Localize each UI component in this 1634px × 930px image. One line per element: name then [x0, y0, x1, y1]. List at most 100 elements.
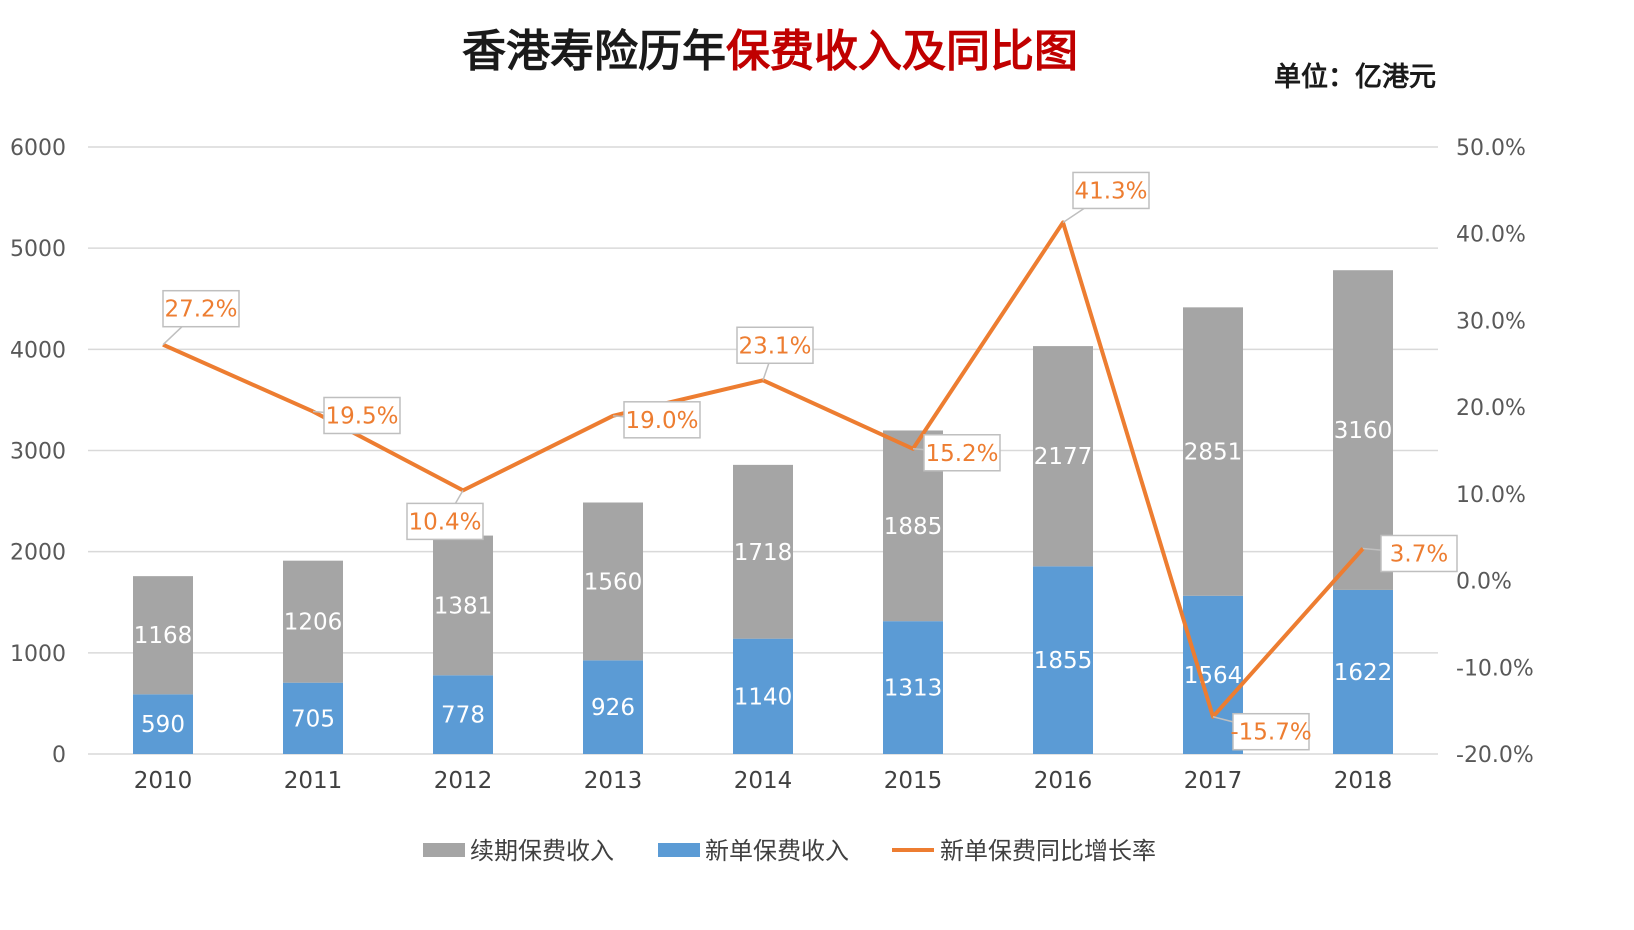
rate-label-box [1072, 171, 1150, 210]
legend: 续期保费收入 新单保费收入 新单保费同比增长率 [423, 837, 1156, 865]
rate-labels: 27.2% 19.5% 10.4% 19.0% 23.1% 15.2% 41.3% -15.7… [162, 171, 1458, 751]
rate-label-2014: 23.1% [736, 326, 814, 381]
bar-renewal-2013 [583, 502, 643, 661]
bar-new-label-2015: 1313 [884, 676, 943, 702]
rate-label-leader [312, 410, 325, 414]
rate-label-box [623, 401, 701, 439]
rate-label-text: 23.1% [738, 333, 811, 359]
rate-label-leader [762, 363, 770, 381]
rate-label-2017: -15.7% [1212, 712, 1312, 751]
bar-renewal-label-2015: 1885 [884, 514, 943, 540]
rate-label-2015: 15.2% [912, 434, 1001, 472]
y-right-tick-label: 10.0% [1456, 483, 1526, 508]
bar-new-label-2012: 778 [441, 703, 485, 729]
legend-swatch-new [658, 843, 700, 857]
bar-renewal-2014 [733, 464, 793, 639]
bar-new-2011 [283, 682, 343, 754]
y-right-tick-label: 30.0% [1456, 309, 1526, 334]
bar-new-2015 [883, 621, 943, 754]
rate-label-text: 27.2% [164, 297, 237, 323]
y-right-tick-label: 0.0% [1456, 570, 1512, 595]
x-axis: 2010 2011 2012 2013 2014 2015 2016 2017 2018 [134, 768, 1393, 794]
y-right-tick-label: 50.0% [1456, 136, 1526, 161]
bar-renewal-label-2016: 2177 [1034, 444, 1093, 470]
x-tick-label-2017: 2017 [1184, 768, 1243, 794]
y-left-tick-label: 6000 [10, 136, 66, 161]
y-right-tick-label: -20.0% [1456, 743, 1534, 768]
bar-new-label-2010: 590 [141, 712, 185, 738]
rate-label-leader [912, 448, 925, 451]
bar-renewal-label-2012: 1381 [434, 593, 493, 619]
y-left-tick-label: 1000 [10, 642, 66, 667]
rate-label-2011: 19.5% [312, 396, 401, 435]
bar-new-label-2013: 926 [591, 695, 635, 721]
bar-renewal-2010 [133, 576, 193, 695]
bar-new-2014 [733, 638, 793, 754]
y-right-tick-label: -10.0% [1456, 656, 1534, 681]
rate-label-text: 19.0% [625, 408, 698, 434]
chart-title: 香港寿险历年保费收入及同比图 [462, 26, 1078, 77]
rate-label-2016: 41.3% [1062, 171, 1150, 224]
legend-label-rate: 新单保费同比增长率 [940, 837, 1156, 865]
bar-new-label-2014: 1140 [734, 684, 793, 710]
chart-title-part1: 香港寿险历年 [462, 26, 726, 77]
x-tick-label-2012: 2012 [434, 768, 493, 794]
x-tick-label-2016: 2016 [1034, 768, 1093, 794]
rate-label-2010: 27.2% [162, 289, 240, 346]
rate-label-text: -15.7% [1230, 720, 1311, 746]
y-right-tick-label: 20.0% [1456, 396, 1526, 421]
chart-title-part2: 保费收入及同比图 [726, 26, 1078, 77]
x-tick-label-2013: 2013 [584, 768, 643, 794]
bar-renewal-2012 [433, 535, 493, 676]
legend-label-renewal: 续期保费收入 [470, 837, 614, 865]
x-tick-label-2011: 2011 [284, 768, 343, 794]
rate-label-text: 19.5% [325, 403, 398, 429]
x-tick-label-2010: 2010 [134, 768, 193, 794]
rate-label-box [162, 289, 240, 328]
bar-new-2010 [133, 694, 193, 754]
bar-renewal-2011 [283, 560, 343, 683]
legend-label-new: 新单保费收入 [705, 837, 849, 865]
y-left-tick-label: 0 [52, 743, 66, 768]
rate-label-box [1232, 712, 1310, 751]
bar-renewal-label-2011: 1206 [284, 610, 343, 636]
rate-label-leader [454, 490, 464, 504]
bar-renewal-label-2018: 3160 [1334, 418, 1393, 444]
bar-renewal-2017 [1183, 307, 1243, 596]
bar-new-2012 [433, 675, 493, 754]
rate-label-box [736, 326, 814, 365]
x-tick-label-2014: 2014 [734, 768, 793, 794]
y-axis-left: 0 1000 2000 3000 4000 5000 6000 [10, 136, 66, 768]
rate-label-leader [1062, 207, 1085, 224]
y-left-tick-label: 3000 [10, 440, 66, 465]
bar-new-label-2011: 705 [291, 706, 335, 732]
rate-label-leader [1362, 547, 1382, 551]
rate-label-box [323, 396, 401, 435]
rate-label-2013: 19.0% [612, 401, 701, 439]
legend-swatch-renewal [423, 843, 465, 857]
bar-renewal-label-2013: 1560 [584, 569, 643, 595]
y-right-tick-label: 40.0% [1456, 223, 1526, 248]
bars: 590 1168 705 1206 778 1381 926 1560 1140 1718 1313… [133, 270, 1393, 754]
rate-label-box [1380, 534, 1458, 573]
bar-renewal-2016 [1033, 346, 1093, 567]
bar-renewal-label-2010: 1168 [134, 623, 193, 649]
y-left-tick-label: 2000 [10, 541, 66, 566]
y-axis-right: -20.0% -10.0% 0.0% 10.0% 20.0% 30.0% 40.0% 50.0… [1456, 136, 1534, 768]
bar-new-2018 [1333, 589, 1393, 754]
x-tick-label-2015: 2015 [884, 768, 943, 794]
rate-label-2012: 10.4% [406, 490, 484, 541]
bar-new-label-2016: 1855 [1034, 648, 1093, 674]
rate-label-leader [162, 326, 183, 346]
bar-renewal-label-2014: 1718 [734, 540, 793, 566]
bar-renewal-label-2017: 2851 [1184, 440, 1243, 466]
rate-label-box [406, 502, 484, 541]
unit-label: 单位：亿港元 [1274, 61, 1436, 93]
rate-label-text: 15.2% [925, 441, 998, 467]
rate-label-text: 41.3% [1074, 178, 1147, 204]
rate-label-leader [612, 415, 625, 418]
bar-new-2013 [583, 660, 643, 754]
x-tick-label-2018: 2018 [1334, 768, 1393, 794]
bar-new-label-2018: 1622 [1334, 660, 1393, 686]
